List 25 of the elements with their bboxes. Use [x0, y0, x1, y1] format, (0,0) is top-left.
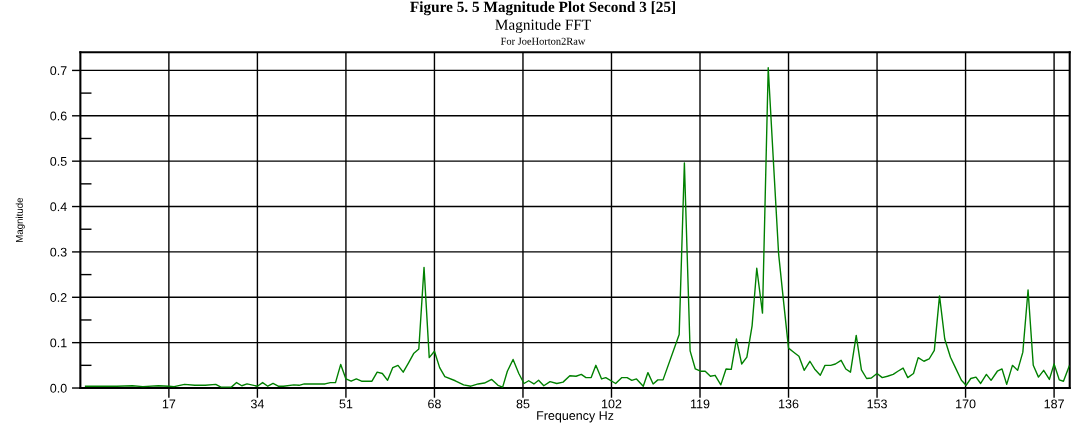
text: For JoeHorton2Raw — [500, 37, 586, 45]
x-tick-label: 51 — [339, 399, 353, 409]
line-series — [84, 67, 1070, 388]
x-tick-label: 85 — [516, 399, 530, 409]
x-tick-label: 17 — [162, 399, 176, 409]
x-tick-label: 34 — [250, 399, 264, 409]
x-tick-label: 102 — [602, 399, 622, 409]
y-tick-label: 0.3 — [50, 247, 67, 257]
y-tick-label: 0.4 — [50, 202, 67, 212]
chart-title: Figure 5. 5 Magnitude Plot Second 3 [25] — [410, 1, 675, 16]
x-axis-title: Frequency Hz — [537, 411, 614, 423]
x-tick-label: 187 — [1044, 399, 1064, 409]
y-tick-label: 0.6 — [50, 111, 67, 121]
y-tick-label: 0.7 — [50, 66, 67, 76]
x-tick-label: 136 — [779, 399, 799, 409]
y-tick-label: 0.5 — [50, 156, 67, 166]
y-tick-label: 0.2 — [50, 293, 67, 302]
y-axis-title: Magnitude — [15, 197, 25, 243]
y-tick-label: 0.0 — [50, 383, 67, 393]
y-tick-label: 0.1 — [50, 338, 67, 348]
x-tick-label: 119 — [690, 399, 710, 409]
x-tick-label: 170 — [956, 399, 976, 409]
x-tick-label: 153 — [867, 399, 887, 409]
chart-subtitle: Magnitude FFT — [495, 19, 591, 34]
x-tick-label: 68 — [428, 399, 441, 409]
